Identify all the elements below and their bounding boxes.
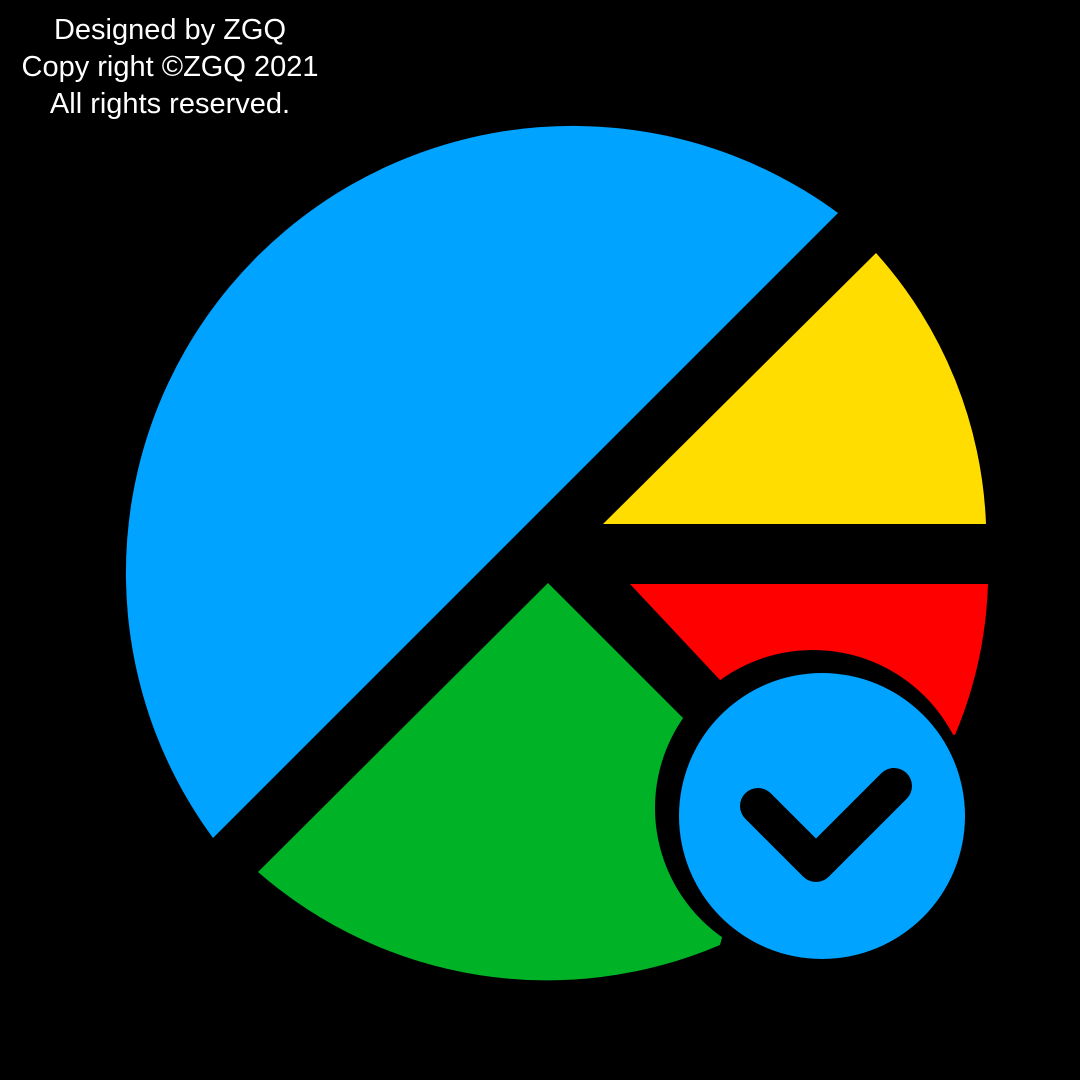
pie-slice-blue [125, 125, 839, 838]
check-icon [740, 768, 912, 882]
pie-slice-green [258, 583, 760, 981]
credit-line-designer: Designed by ZGQ [53, 14, 287, 46]
credit-text: Designed by ZGQ Copy right ©ZGQ 2021 All… [0, 12, 340, 123]
credit-line-copyright: Copy right ©ZGQ 2021 [21, 51, 319, 83]
credit-line-rights: All rights reserved. [49, 88, 291, 120]
check-badge [679, 673, 965, 959]
pie-slice-yellow [603, 253, 986, 524]
